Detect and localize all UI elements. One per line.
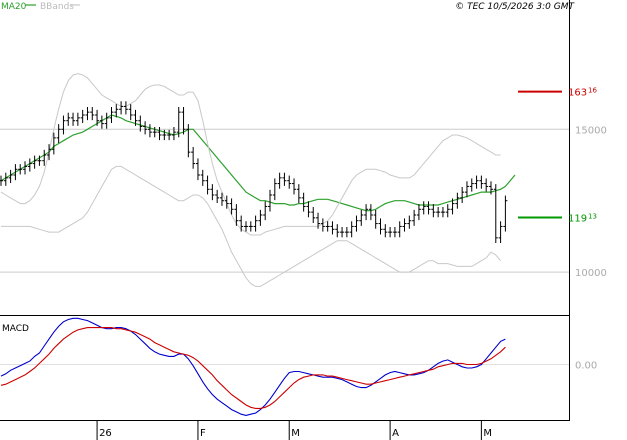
price-y-tick-labels: 10000 15000	[575, 125, 607, 279]
price-y-tick-label: 15000	[575, 125, 607, 136]
x-tick-label: M	[291, 428, 300, 439]
ma20-line	[0, 114, 516, 212]
macd-line	[0, 317, 506, 416]
signal-line	[0, 327, 506, 409]
legend-ma20-label: MA20	[1, 2, 27, 12]
macd-series-group	[0, 317, 506, 416]
price-series-group	[0, 73, 516, 287]
x-axis-ticks: 26 F M A M	[96, 420, 492, 440]
x-tick-label: 26	[99, 428, 112, 439]
bband-line	[0, 73, 501, 236]
price-level-label: 163	[568, 88, 587, 99]
x-tick-label: A	[392, 428, 399, 439]
price-level-label-fraction: 16	[588, 87, 597, 95]
x-tick-label: F	[200, 428, 206, 439]
price-level-label: 119	[568, 213, 587, 224]
copyright-timestamp: © TEC 10/5/2026 3:0 GMT	[455, 2, 575, 12]
price-panel-frame	[0, 15, 569, 315]
bband-line	[1, 165, 501, 287]
price-levels-group: 163 16 119 13	[518, 87, 597, 224]
x-tick-label: M	[483, 428, 492, 439]
macd-panel-title: MACD	[2, 324, 29, 334]
price-level-label-fraction: 13	[588, 212, 597, 220]
macd-y-tick-label: 0.00	[575, 361, 597, 372]
macd-y-tick-labels: 0.00	[575, 361, 597, 372]
price-y-tick-label: 10000	[575, 268, 607, 279]
legend-bbands-label: BBands	[40, 2, 74, 12]
